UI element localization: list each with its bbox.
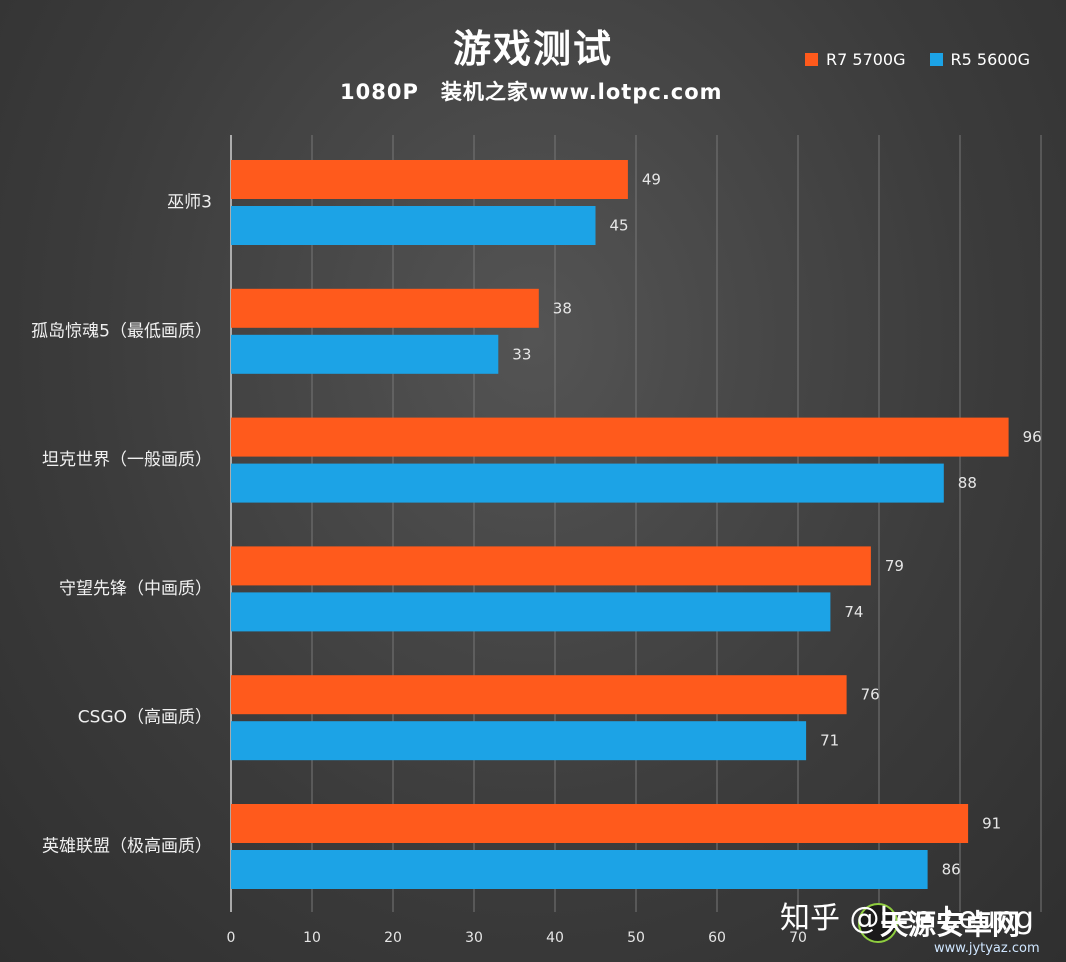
legend-swatch-r5 [929, 53, 943, 66]
category-label: CSGO（高画质） [78, 708, 212, 728]
bar-r7 [231, 288, 539, 328]
data-label: 91 [982, 815, 1001, 833]
data-label: 33 [512, 345, 531, 363]
data-label: 96 [1023, 428, 1042, 446]
category-label: 英雄联盟（极高画质） [42, 837, 212, 857]
chart-title: 游戏测试 [452, 27, 613, 71]
legend-item-r5: R5 5600G [929, 50, 1031, 69]
data-label: 38 [553, 299, 572, 317]
legend-label-r7: R7 5700G [826, 50, 906, 69]
x-tick-label: 10 [303, 930, 321, 946]
chart-subtitle: 1080P 装机之家www.lotpc.com [340, 80, 723, 104]
data-label: 79 [885, 557, 904, 575]
category-label: 守望先锋（中画质） [59, 579, 212, 599]
category-label: 坦克世界（一般画质） [42, 450, 212, 470]
bar-r5 [231, 334, 499, 374]
zhihu-watermark: 知乎 @Lee Leung [780, 901, 1034, 936]
site-watermark: 天源安卓网 [880, 908, 1021, 941]
bar-r5 [231, 463, 944, 503]
bar-r5 [231, 721, 807, 761]
data-label: 74 [844, 603, 863, 621]
x-tick-label: 40 [546, 930, 564, 946]
bar-r7 [231, 160, 628, 199]
category-label: 孤岛惊魂5（最低画质） [31, 321, 212, 341]
data-label: 71 [820, 732, 839, 750]
category-label: 巫师3 [167, 193, 212, 213]
bar-r7 [231, 546, 871, 586]
bar-r5 [231, 592, 831, 632]
site-logo-icon [858, 903, 898, 943]
data-label: 76 [861, 686, 880, 704]
site-watermark-url: www.jytyaz.com [934, 941, 1040, 956]
data-label: 88 [958, 474, 977, 492]
x-tick-label: 70 [789, 930, 807, 946]
data-label: 49 [642, 171, 661, 189]
legend: R7 5700G R5 5600G [805, 50, 1030, 69]
data-label: 86 [942, 861, 961, 879]
bar-r7 [231, 417, 1009, 457]
data-label: 45 [610, 217, 629, 235]
x-tick-label: 20 [384, 930, 402, 946]
x-tick-label: 0 [227, 930, 236, 946]
bar-r5 [231, 206, 596, 245]
legend-item-r7: R7 5700G [805, 50, 906, 69]
legend-swatch-r7 [805, 53, 818, 66]
bar-r5 [231, 850, 928, 889]
x-tick-label: 60 [708, 930, 726, 946]
x-tick-label: 50 [627, 930, 645, 946]
legend-label-r5: R5 5600G [950, 50, 1031, 69]
bar-r7 [231, 804, 969, 843]
bar-r7 [231, 675, 847, 715]
x-tick-label: 30 [465, 930, 483, 946]
